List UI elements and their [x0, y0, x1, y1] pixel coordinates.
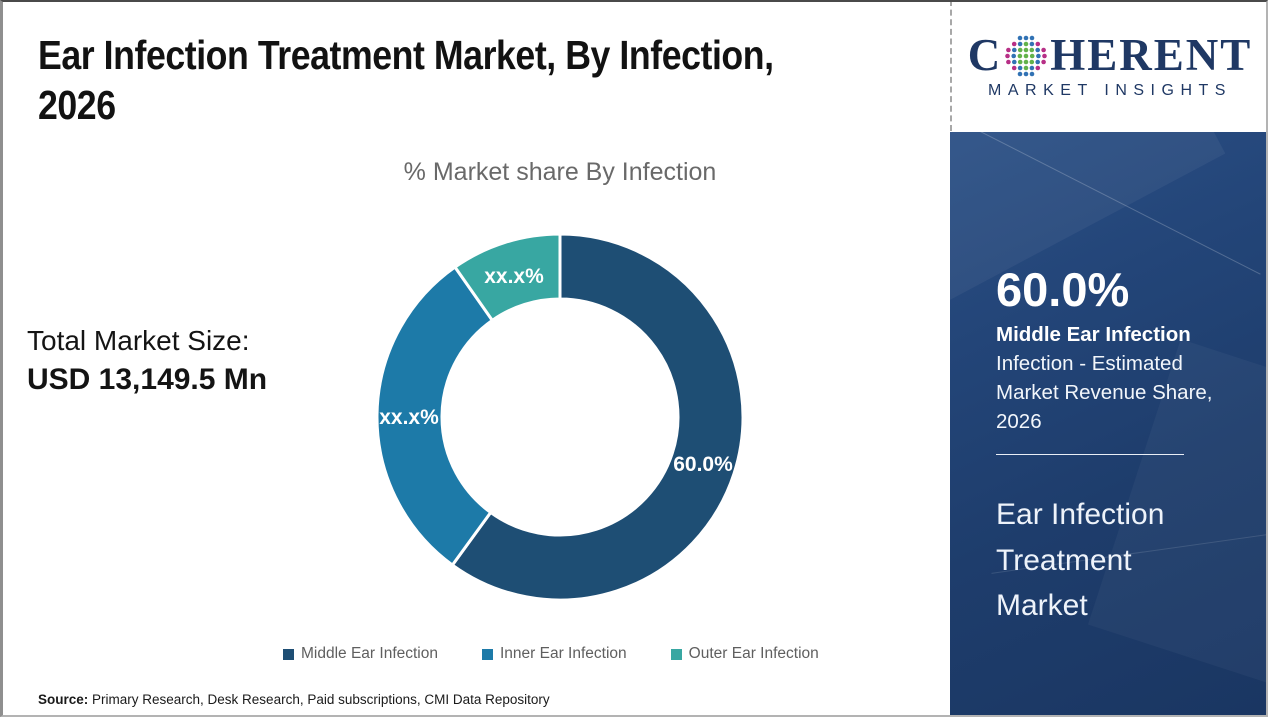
sidebar-stat-description: Middle Ear Infection Infection - Estimat…	[996, 320, 1214, 436]
legend-label-inner-ear: Inner Ear Infection	[500, 645, 627, 662]
source-text: Primary Research, Desk Research, Paid su…	[88, 692, 550, 707]
page-title-line1: Ear Infection Treatment Market, By Infec…	[38, 32, 774, 78]
donut-segment-inner-ear	[375, 264, 495, 568]
total-market-size-label: Total Market Size:	[27, 325, 250, 356]
legend-swatch-outer-ear	[670, 648, 682, 660]
segment-label-outer-ear: xx.x%	[484, 265, 544, 288]
brand-letters-herent: HERENT	[1050, 30, 1253, 80]
sidebar-stat-desc: Infection - Estimated Market Revenue Sha…	[996, 352, 1213, 433]
brand-tagline: MARKET INSIGHTS	[988, 82, 1232, 99]
source-note: Source: Primary Research, Desk Research,…	[38, 692, 550, 707]
globe-dots-icon	[1005, 35, 1048, 77]
chart-legend: Middle Ear Infection Inner Ear Infection…	[283, 645, 819, 663]
donut-chart: 60.0% xx.x% xx.x%	[375, 232, 745, 602]
source-label: Source:	[38, 692, 89, 707]
sidebar-stat-value: 60.0%	[996, 263, 1130, 316]
brand-logo: C HERENT MARKET INSIGHTS	[950, 0, 1268, 131]
sidebar-divider	[996, 454, 1184, 455]
sidebar-panel: 60.0% Middle Ear Infection Infection - E…	[950, 132, 1268, 717]
segment-label-middle-ear: 60.0%	[673, 453, 733, 476]
page-title-line2: 2026	[38, 82, 116, 128]
sidebar-market-name: Ear Infection Treatment Market	[996, 498, 1165, 622]
page-title: Ear Infection Treatment Market, By Infec…	[38, 30, 884, 130]
legend-item-inner-ear: Inner Ear Infection	[482, 645, 627, 663]
donut-segment-middle-ear	[450, 232, 745, 602]
chart-title: % Market share By Infection	[403, 158, 717, 186]
legend-label-outer-ear: Outer Ear Infection	[688, 645, 819, 662]
donut-segment-outer-ear	[452, 232, 562, 323]
brand-letter-c: C	[967, 30, 1003, 80]
brand-wordmark: C HERENT	[968, 31, 1253, 79]
segment-label-inner-ear: xx.x%	[379, 406, 439, 429]
legend-swatch-middle-ear	[283, 648, 294, 660]
legend-item-outer-ear: Outer Ear Infection	[670, 645, 819, 663]
legend-swatch-inner-ear	[482, 648, 493, 660]
legend-label-middle-ear: Middle Ear Infection	[301, 645, 438, 662]
sidebar-stat-name: Middle Ear Infection	[996, 323, 1191, 346]
legend-item-middle-ear: Middle Ear Infection	[283, 645, 438, 663]
total-market-size: Total Market Size: USD 13,149.5 Mn	[27, 322, 267, 400]
total-market-size-value: USD 13,149.5 Mn	[27, 363, 268, 396]
